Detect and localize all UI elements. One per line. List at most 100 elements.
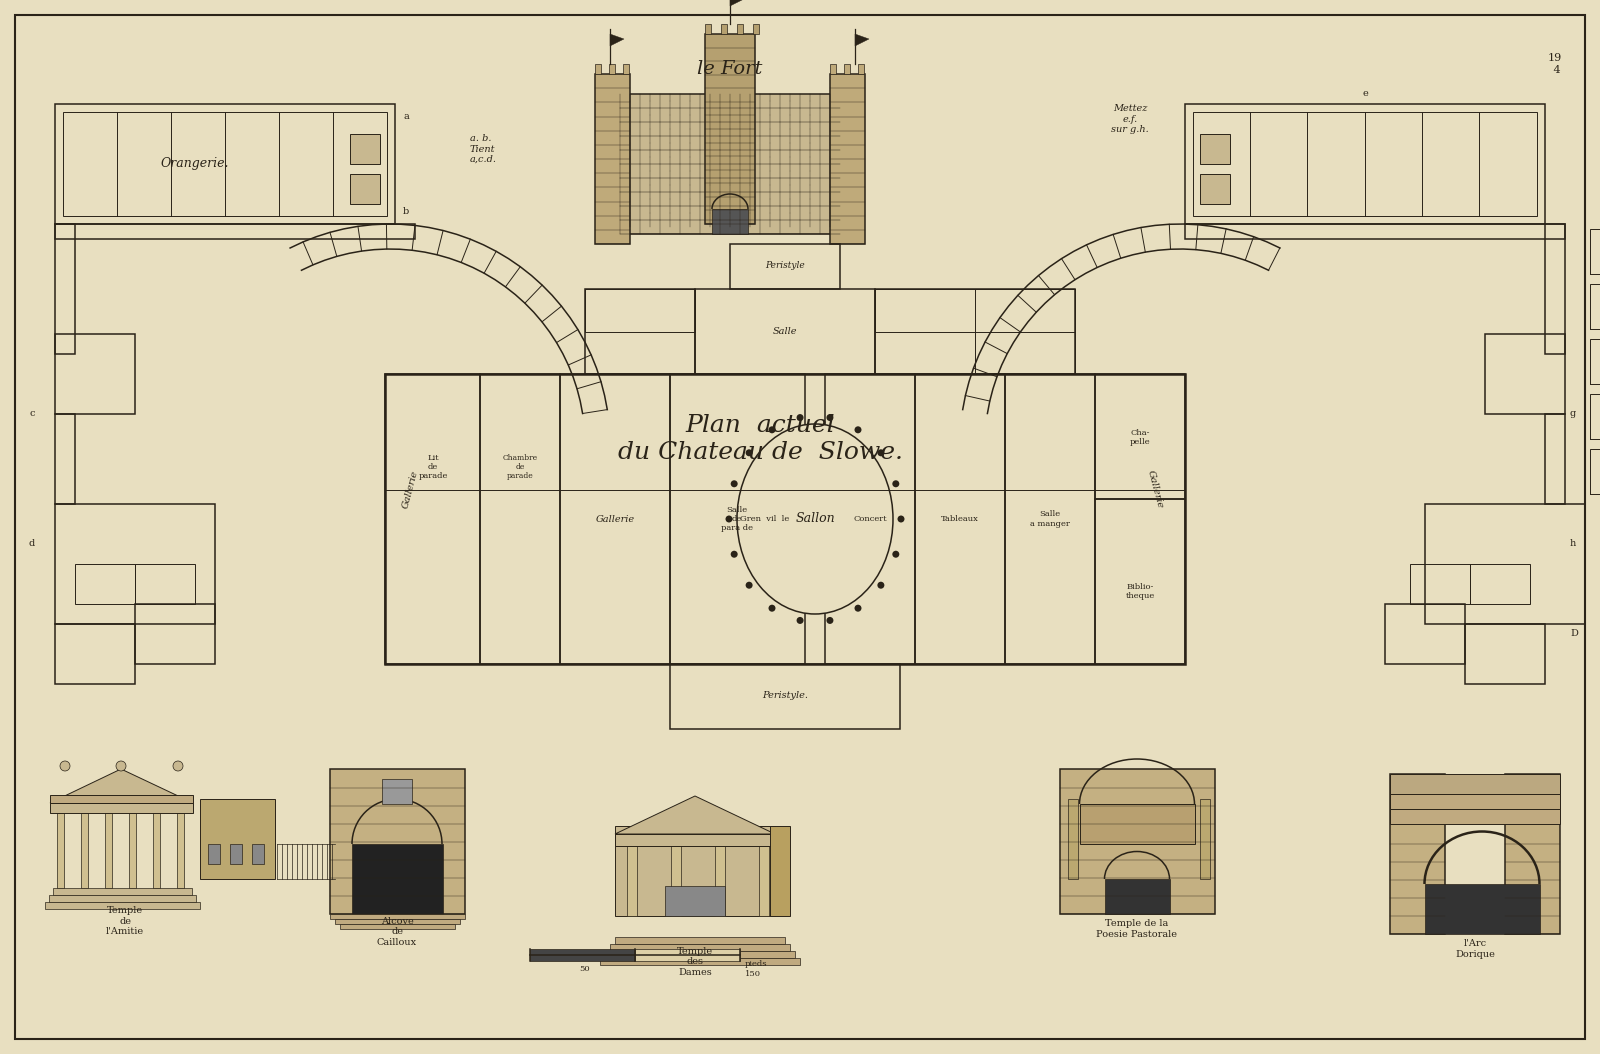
Bar [1546, 225, 1565, 354]
Bar [1590, 394, 1600, 440]
Circle shape [898, 515, 904, 523]
Bar [1186, 104, 1546, 225]
Bar [830, 64, 835, 74]
Circle shape [173, 761, 182, 770]
Bar [134, 564, 195, 604]
Bar [666, 886, 725, 916]
Polygon shape [854, 34, 869, 46]
Bar [722, 24, 726, 34]
Text: e: e [1362, 90, 1368, 98]
Text: Lit
de
parade: Lit de parade [418, 453, 448, 480]
Text: Gren  vil  le: Gren vil le [741, 515, 790, 523]
Bar [845, 64, 850, 74]
Circle shape [797, 617, 803, 624]
Bar [858, 64, 864, 74]
Bar [1080, 804, 1195, 844]
Bar [1390, 774, 1445, 934]
Text: b: b [403, 207, 410, 216]
Bar [600, 958, 800, 965]
Bar [1386, 604, 1466, 664]
Bar [1186, 225, 1565, 239]
Circle shape [827, 617, 834, 624]
Text: Mettez
e.f.
sur g.h.: Mettez e.f. sur g.h. [1110, 104, 1149, 134]
Bar [1200, 799, 1210, 879]
Bar [1466, 624, 1546, 684]
Bar [230, 844, 242, 864]
Bar [1390, 809, 1560, 824]
Bar [480, 374, 560, 664]
Polygon shape [614, 796, 774, 834]
Bar [627, 846, 637, 916]
Bar [915, 374, 1005, 664]
Bar [830, 74, 866, 243]
Text: D: D [1570, 629, 1578, 639]
Bar [208, 844, 221, 864]
Bar [352, 844, 443, 914]
Bar [635, 949, 739, 961]
Bar [1194, 112, 1538, 216]
Text: Plan  actuel
du Chateau de  Slowe.: Plan actuel du Chateau de Slowe. [618, 414, 902, 464]
Text: Gallerie: Gallerie [400, 469, 419, 509]
Bar [1106, 879, 1170, 914]
Text: Orangerie.: Orangerie. [160, 157, 229, 171]
Bar [1590, 339, 1600, 384]
Bar [875, 289, 1075, 332]
Bar [53, 889, 192, 895]
Text: Gallerie: Gallerie [1146, 469, 1165, 509]
Bar [875, 289, 1075, 374]
Bar [670, 846, 682, 916]
Bar [1390, 774, 1560, 794]
Bar [54, 624, 134, 684]
Bar [45, 902, 200, 909]
Text: Peristyle.: Peristyle. [762, 691, 808, 701]
Bar [1590, 229, 1600, 274]
Bar [54, 504, 214, 624]
Bar [200, 799, 275, 879]
Bar [586, 289, 694, 332]
Bar [178, 813, 184, 889]
Bar [595, 64, 602, 74]
Text: Salle
a manger: Salle a manger [1030, 510, 1070, 528]
Text: Peristyle: Peristyle [765, 261, 805, 271]
Text: Alcove
de
Cailloux: Alcove de Cailloux [378, 917, 418, 946]
Text: a: a [403, 112, 408, 121]
Bar [595, 74, 630, 243]
Bar [826, 374, 915, 664]
Bar [694, 289, 875, 374]
Bar [330, 914, 466, 919]
Bar [54, 334, 134, 414]
Circle shape [893, 481, 899, 487]
Circle shape [877, 582, 885, 589]
Bar [614, 834, 774, 846]
Circle shape [827, 414, 834, 421]
Bar [1590, 449, 1600, 494]
Bar [610, 64, 614, 74]
Bar [386, 374, 480, 664]
Text: 19
 4: 19 4 [1547, 53, 1562, 75]
Text: pieds
150: pieds 150 [746, 960, 768, 978]
Text: 50: 50 [579, 965, 590, 973]
Bar [586, 289, 694, 374]
Bar [1426, 504, 1586, 624]
Text: Chambre
de
parade: Chambre de parade [502, 453, 538, 480]
Bar [1426, 884, 1539, 934]
Bar [1005, 374, 1094, 664]
Circle shape [797, 414, 803, 421]
Bar [758, 846, 770, 916]
Text: le Fort: le Fort [698, 60, 763, 78]
Text: Temple
de
l'Amitie: Temple de l'Amitie [106, 906, 144, 936]
Bar [730, 243, 840, 289]
Bar [154, 813, 160, 889]
Bar [770, 826, 790, 916]
Bar [754, 24, 758, 34]
Text: Temple de la
Poesie Pastorale: Temple de la Poesie Pastorale [1096, 919, 1178, 939]
Bar [339, 924, 454, 929]
Bar [614, 937, 786, 944]
Bar [560, 374, 670, 664]
Text: Tableaux: Tableaux [941, 515, 979, 523]
Bar [622, 64, 629, 74]
Circle shape [725, 515, 733, 523]
Bar [54, 104, 395, 225]
Text: Temple
des
Dames: Temple des Dames [677, 948, 714, 977]
Bar [50, 795, 194, 803]
